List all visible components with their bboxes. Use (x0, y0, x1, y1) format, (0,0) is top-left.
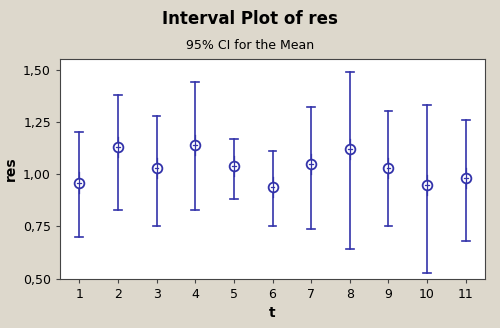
Y-axis label: res: res (4, 156, 18, 181)
Text: Interval Plot of res: Interval Plot of res (162, 10, 338, 28)
Text: 95% CI for the Mean: 95% CI for the Mean (186, 39, 314, 52)
X-axis label: t: t (269, 306, 276, 320)
